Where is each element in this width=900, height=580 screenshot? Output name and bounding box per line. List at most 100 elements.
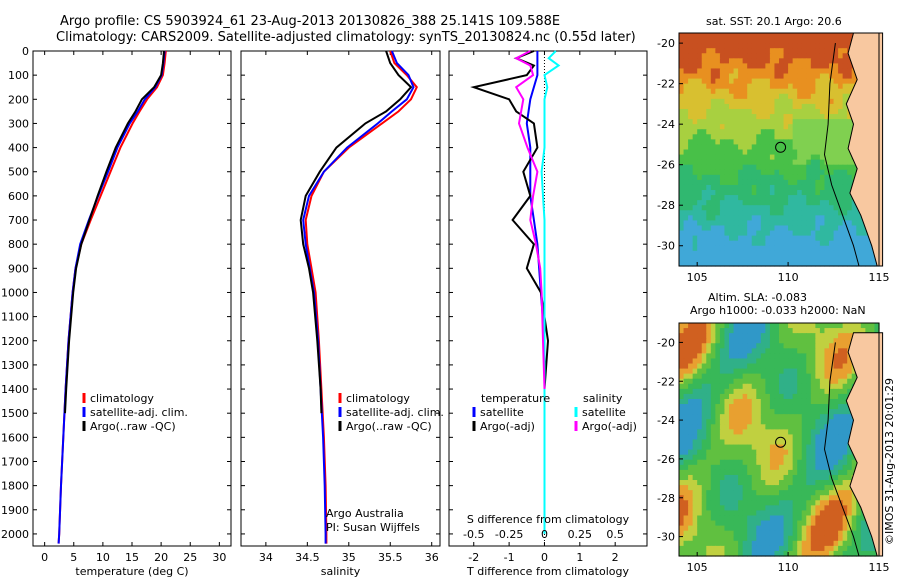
top-x-tick-label: 0.5 [606, 528, 624, 541]
map-cell [829, 108, 835, 115]
map-cell [797, 200, 803, 206]
map-cell [710, 398, 716, 405]
map-cell [756, 200, 762, 206]
map-cell [815, 78, 821, 85]
map-cell [760, 83, 766, 90]
map-cell [760, 139, 766, 146]
map-cell [833, 328, 839, 334]
map-cell [838, 200, 844, 206]
map-cell [688, 210, 694, 216]
map-cell [810, 469, 816, 476]
map-cell [833, 205, 839, 211]
map-cell [847, 134, 853, 140]
map-cell [819, 53, 826, 59]
map-cell [688, 404, 694, 410]
map-cell [851, 323, 857, 329]
map-cell [715, 515, 721, 522]
map-cell [851, 373, 857, 380]
map-cell [719, 114, 726, 120]
map-cell [842, 154, 848, 161]
map-cell [688, 93, 694, 100]
map-cell [738, 449, 744, 456]
map-cell [788, 169, 794, 176]
map-cell [819, 343, 826, 349]
map-cell [797, 124, 803, 130]
map-cell [715, 409, 721, 415]
map-cell [738, 88, 744, 95]
map-cell [810, 53, 816, 59]
map-cell [683, 525, 689, 532]
map-cell [683, 358, 689, 365]
map-cell [756, 338, 762, 344]
map-cell [815, 73, 821, 80]
map-cell [788, 108, 794, 115]
map-cell [733, 159, 739, 166]
map-cell [819, 83, 826, 90]
map-cell [833, 530, 839, 537]
map-cell [819, 215, 826, 222]
map-cell [783, 114, 789, 120]
map-cell [729, 358, 735, 365]
map-cell [865, 245, 871, 252]
map-cell [769, 444, 776, 451]
map-cell [751, 323, 757, 329]
map-cell [783, 195, 789, 201]
map-cell [747, 124, 753, 130]
map-cell [797, 419, 803, 425]
map-cell [833, 444, 839, 451]
map-cell [701, 363, 707, 370]
map-cell [819, 139, 826, 146]
map-cell [688, 220, 694, 227]
map-cell [815, 245, 821, 252]
map-cell [738, 348, 744, 354]
map-cell [810, 78, 816, 85]
map-cell [774, 383, 780, 390]
map-cell [747, 434, 753, 441]
map-cell [692, 195, 698, 201]
map-cell [701, 525, 707, 532]
map-cell [701, 368, 707, 375]
map-cell [729, 398, 735, 405]
map-cell [697, 480, 703, 486]
map-cell [838, 328, 844, 334]
map-cell [742, 63, 748, 70]
map-cell [842, 169, 848, 176]
map-cell [824, 33, 830, 39]
map-cell [697, 154, 703, 161]
map-cell [701, 58, 707, 64]
map-cell [679, 179, 685, 186]
map-cell [824, 348, 830, 354]
map-cell [729, 53, 735, 59]
map-cell [706, 449, 712, 456]
map-cell [679, 119, 685, 125]
top-x-tick-label: 0 [541, 528, 548, 541]
map-cell [729, 404, 735, 410]
map-cell [706, 255, 712, 262]
map-cell [724, 505, 730, 512]
map-cell [747, 58, 753, 64]
map-cell [742, 169, 748, 176]
map-cell [856, 210, 862, 216]
map-cell [724, 398, 730, 405]
map-cell [824, 179, 830, 186]
map-cell [701, 530, 707, 537]
map-cell [697, 179, 703, 186]
map-cell [742, 424, 748, 430]
map-cell [829, 215, 835, 222]
map-cell [833, 520, 839, 527]
map-cell [701, 210, 707, 216]
map-cell [692, 63, 698, 70]
top-x-tick-label: -0.5 [463, 528, 484, 541]
map-cell [810, 255, 816, 262]
map-cell [824, 343, 830, 349]
map-cell [742, 383, 748, 390]
map-cell [769, 368, 776, 375]
map-cell [842, 505, 848, 512]
map-cell [829, 73, 835, 80]
map-cell [719, 454, 726, 461]
map-cell [729, 179, 735, 186]
map-cell [838, 190, 844, 196]
map-cell [847, 515, 853, 522]
map-cell [792, 240, 798, 247]
map-cell [801, 53, 807, 59]
